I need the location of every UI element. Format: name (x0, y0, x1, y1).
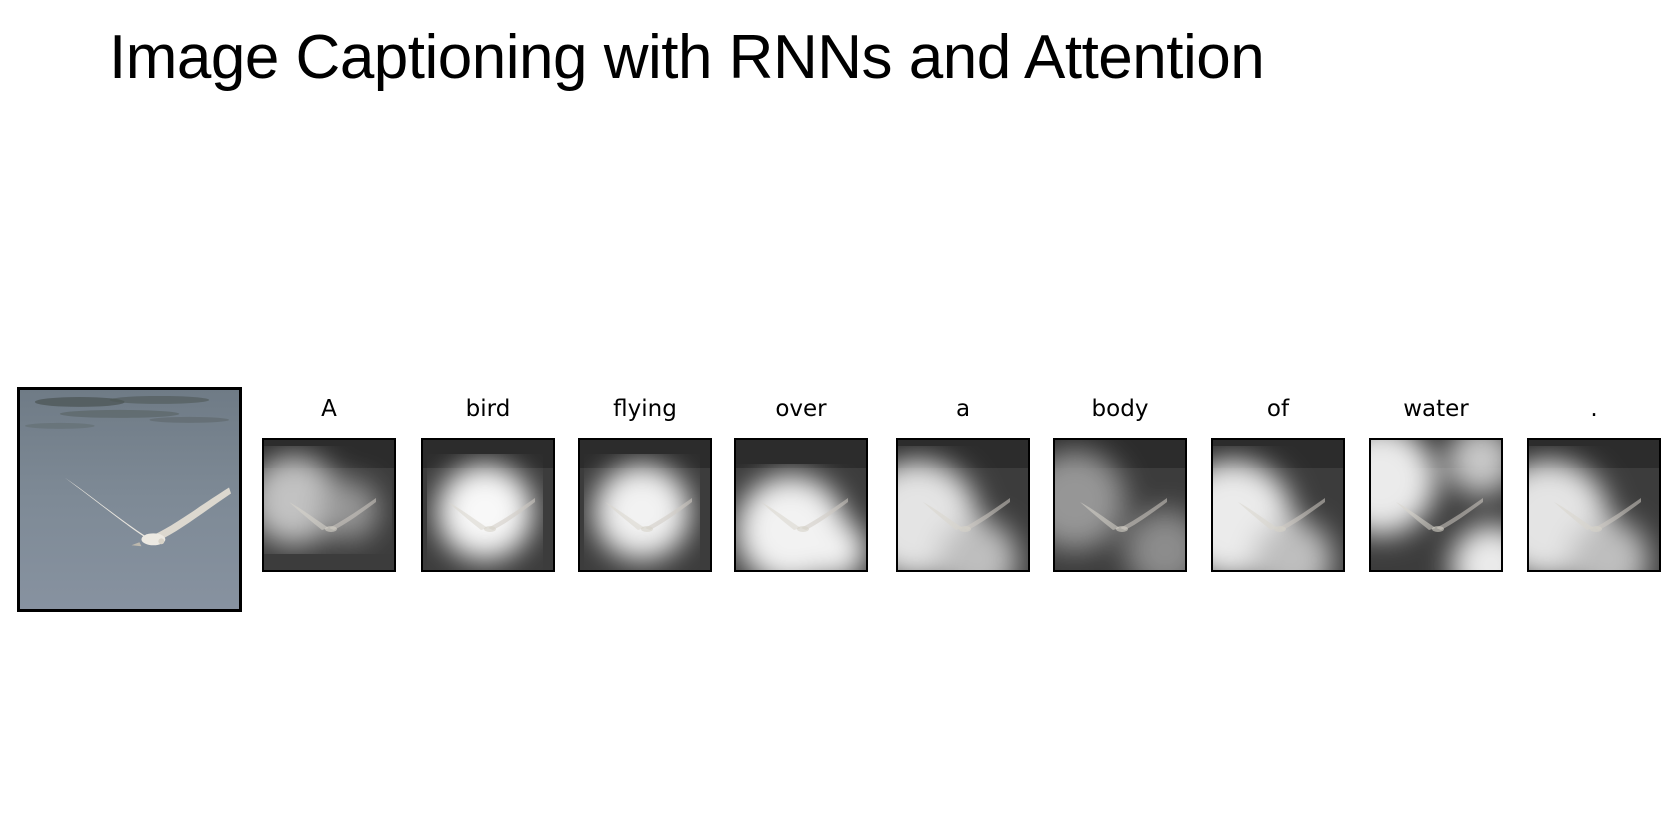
attention-map (1369, 438, 1503, 572)
attention-map (896, 438, 1030, 572)
source-photo (17, 387, 242, 612)
caption-word: over (775, 396, 827, 422)
attention-map (262, 438, 396, 572)
caption-word: . (1590, 396, 1598, 422)
attention-map (734, 438, 868, 572)
caption-word: flying (613, 396, 677, 422)
slide-title: Image Captioning with RNNs and Attention (109, 23, 1265, 92)
attention-map (1527, 438, 1661, 572)
caption-word: water (1403, 396, 1469, 422)
attention-map (1211, 438, 1345, 572)
caption-word: a (955, 396, 971, 422)
attention-map (578, 438, 712, 572)
caption-word: A (321, 396, 337, 422)
attention-map (1053, 438, 1187, 572)
caption-word: bird (465, 396, 511, 422)
attention-map (421, 438, 555, 572)
seagull-photo (20, 390, 239, 609)
caption-word: of (1266, 396, 1290, 422)
caption-word: body (1091, 396, 1149, 422)
